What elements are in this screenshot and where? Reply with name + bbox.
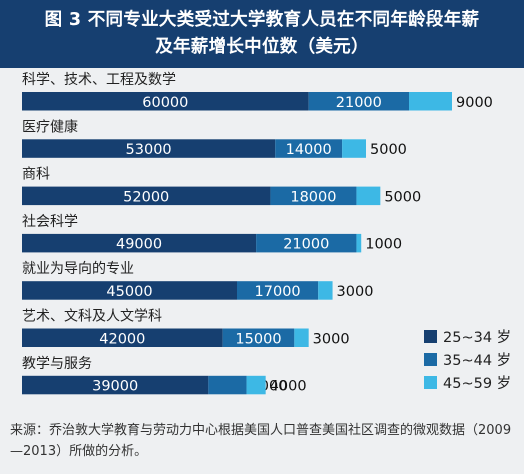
data-label: 52000	[123, 189, 169, 205]
chart-title-line-1: 图 3 不同专业大类受过大学教育人员在不同年龄段年薪	[44, 10, 480, 30]
bar-segment	[356, 186, 381, 206]
bar-segment	[342, 139, 366, 158]
data-label: 5000	[370, 142, 407, 158]
bar-segment	[409, 92, 452, 111]
bar-segment	[275, 139, 343, 158]
data-label: 21000	[283, 237, 329, 253]
data-label: 42000	[99, 331, 145, 347]
data-label: 39000	[92, 379, 138, 395]
bar-segment	[318, 281, 333, 300]
data-label: 18000	[290, 189, 336, 205]
data-label: 3000	[337, 284, 374, 300]
bar-segment	[256, 233, 357, 253]
data-label: 17000	[255, 284, 301, 300]
bar-segment	[22, 92, 309, 111]
data-label: 9000	[456, 95, 493, 111]
data-label: 1000	[365, 237, 402, 253]
data-label: 53000	[126, 142, 172, 158]
category-label: 医疗健康	[22, 118, 78, 135]
data-label: 3000	[313, 331, 350, 347]
chart-title: 图 3 不同专业大类受过大学教育人员在不同年龄段年薪 及年薪增长中位数（美元）	[0, 0, 524, 68]
bar-segment	[222, 328, 295, 347]
category-label: 艺术、文科及人文学科	[22, 309, 162, 325]
data-label: 49000	[116, 237, 162, 253]
bar-segment	[22, 281, 237, 300]
bar-segment	[246, 375, 266, 395]
data-label: 5000	[384, 189, 421, 205]
data-label: 21000	[336, 95, 382, 111]
data-label: 14000	[286, 142, 332, 158]
bar-segment	[22, 328, 223, 347]
stacked-bar-chart: 科学、技术、工程及数学 60000 21000 9000 医疗健康 53000 14000 5…	[22, 72, 511, 395]
bar-segment	[22, 186, 271, 206]
category-label: 就业为导向的专业	[22, 261, 134, 277]
data-label: 60000	[142, 95, 188, 111]
category-label: 科学、技术、工程及数学	[22, 72, 176, 88]
data-label: 15000	[235, 331, 281, 347]
category-label: 社会科学	[22, 214, 78, 230]
bar-segment	[270, 186, 357, 206]
data-label: 4000	[270, 379, 307, 395]
category-label: 商科	[22, 167, 50, 183]
bar-segment	[22, 233, 257, 253]
bar-segment	[294, 328, 309, 347]
bar-segment	[208, 375, 247, 395]
legend-label: 45~59 岁	[443, 375, 511, 392]
source-note: 来源：乔治敦大学教育与劳动力中心根据美国人口普查美国社区调查的微观数据（2009…	[10, 423, 512, 459]
data-label: 45000	[106, 284, 152, 300]
bar-segment	[22, 375, 209, 395]
legend-label: 25~34 岁	[443, 329, 511, 346]
bar-segment	[356, 233, 362, 253]
bar-segment	[237, 281, 319, 300]
chart-title-line-2: 及年薪增长中位数（美元）	[155, 37, 369, 57]
legend-swatch	[424, 353, 437, 366]
legend-label: 35~44 岁	[443, 352, 511, 369]
legend-swatch	[424, 330, 437, 343]
category-label: 教学与服务	[22, 356, 92, 372]
bar-segment	[22, 139, 276, 158]
bar-segment	[308, 92, 409, 111]
legend-swatch	[424, 376, 437, 389]
